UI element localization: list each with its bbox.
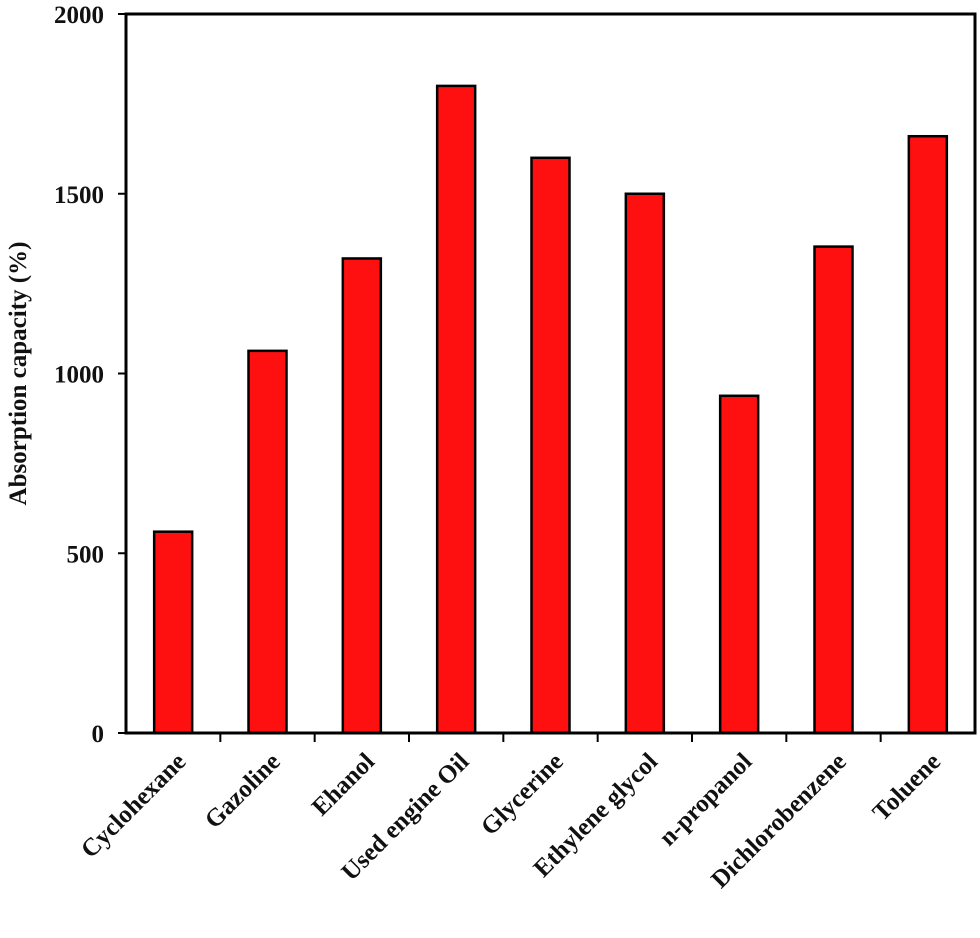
y-tick-label: 0 xyxy=(92,721,105,748)
bar-ethylene-glycol xyxy=(624,192,666,735)
y-tick-label: 500 xyxy=(67,541,105,568)
bar-gazoline xyxy=(247,349,288,735)
bars-group xyxy=(152,84,949,735)
y-tick-label: 1500 xyxy=(54,182,104,209)
bar-ehanol xyxy=(341,257,383,735)
bar-toluene xyxy=(907,134,949,735)
y-tick-label: 2000 xyxy=(54,2,104,29)
bar-used-engine-oil xyxy=(435,84,477,735)
bar-glycerine xyxy=(530,156,571,735)
bar-n-propanol xyxy=(718,394,760,735)
y-tick-label: 1000 xyxy=(54,362,104,389)
bar-cyclohexane xyxy=(152,530,194,735)
y-axis-ticks: 0 500 1000 1500 2000 xyxy=(54,2,126,748)
bar-dichlorobenzene xyxy=(813,245,854,735)
y-axis-title: Absorption capacity (%) xyxy=(5,242,32,506)
